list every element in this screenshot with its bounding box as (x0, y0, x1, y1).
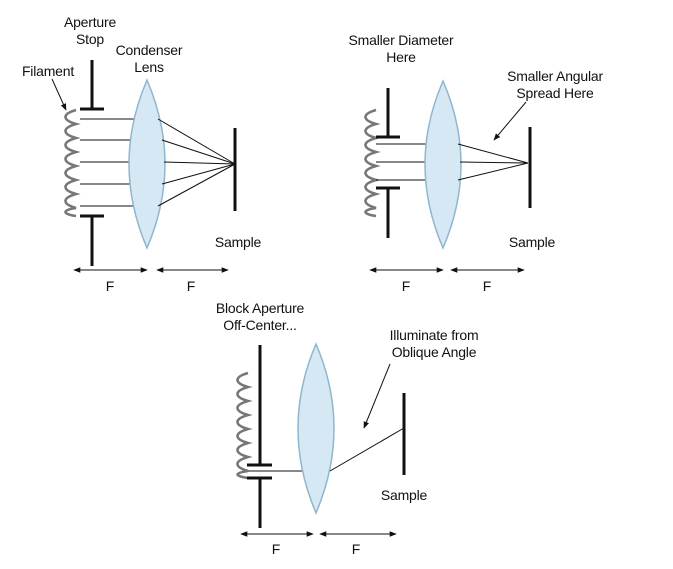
block-note-2: Off-Center... (223, 317, 296, 333)
panel-full-aperture: Aperture Stop Condenser Lens Filament Sa… (22, 14, 262, 294)
panel-oblique-illumination: Block Aperture Off-Center... Illuminate … (216, 300, 479, 557)
filament-coil (64, 108, 81, 218)
focal-length-label-right: F (483, 278, 492, 294)
angular-spread-pointer (493, 101, 527, 141)
aperture-stop-label-2: Stop (76, 31, 104, 47)
panel-reduced-aperture: Smaller Diameter Here Smaller Angular Sp… (349, 32, 604, 294)
angular-note-2: Spread Here (516, 85, 594, 101)
focal-length-label-left: F (272, 541, 281, 557)
oblique-angle-pointer (363, 363, 391, 429)
condenser-lens-label-2: Lens (134, 59, 164, 75)
converging-rays (157, 118, 236, 207)
block-note-1: Block Aperture (216, 300, 305, 316)
sample-label: Sample (215, 234, 262, 250)
focal-length-label-left: F (106, 278, 115, 294)
condenser-lens (297, 342, 335, 515)
aperture-stop-label-1: Aperture (64, 14, 117, 30)
sample-label: Sample (381, 487, 428, 503)
oblique-ray (329, 427, 405, 472)
filament-pointer (51, 78, 67, 111)
focal-length-label-right: F (187, 278, 196, 294)
diameter-note-2: Here (386, 49, 416, 65)
parallel-rays (80, 118, 137, 207)
condenser-lens (128, 78, 166, 250)
condenser-lens (424, 79, 462, 250)
filament-coil (364, 108, 381, 218)
focal-length-label-right: F (352, 541, 361, 557)
converging-rays (457, 143, 529, 181)
oblique-note-1: Illuminate from (390, 327, 479, 343)
angular-note-1: Smaller Angular (507, 68, 603, 84)
filament-coil (236, 371, 253, 480)
condenser-lens-label-1: Condenser (116, 42, 183, 58)
diameter-note-1: Smaller Diameter (349, 32, 454, 48)
filament-label: Filament (22, 63, 74, 79)
sample-label: Sample (509, 234, 556, 250)
oblique-note-2: Oblique Angle (392, 344, 477, 360)
focal-length-label-left: F (402, 278, 411, 294)
